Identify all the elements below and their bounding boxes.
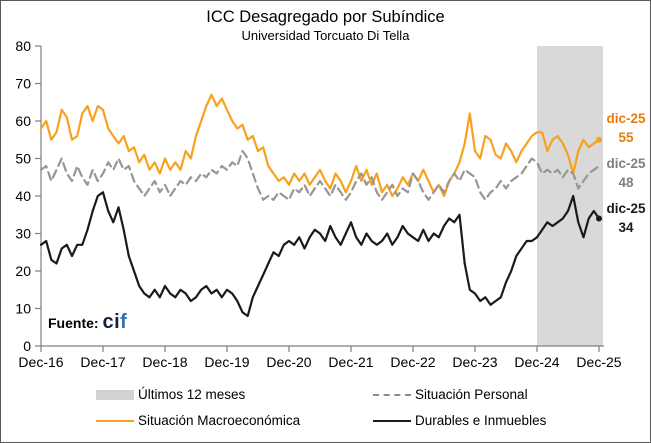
legend-item-durables: Durables e Inmuebles: [373, 413, 546, 428]
chart-subtitle: Universidad Torcuato Di Tella: [241, 28, 410, 43]
legend-label-macro: Situación Macroeconómica: [138, 413, 301, 428]
series-line-macro: [39, 93, 601, 198]
series-line-durables: [39, 191, 601, 318]
annotation-personal: dic-25 48: [601, 154, 650, 192]
annotation-personal-date: dic-25: [606, 156, 646, 171]
series-line-personal: [39, 149, 601, 201]
y-tick-label: 50: [15, 151, 31, 167]
legend-label-personal: Situación Personal: [415, 387, 528, 402]
axis-lines: [40, 46, 604, 347]
annotation-macro-date: dic-25: [606, 111, 646, 126]
y-tick-label: 30: [15, 226, 31, 242]
annotation-personal-value: 48: [618, 175, 634, 190]
legend-label-band: Últimos 12 meses: [138, 387, 246, 402]
annotation-macro: dic-25 55: [601, 109, 650, 147]
y-tick-label: 10: [15, 301, 31, 317]
legend-label-durables: Durables e Inmuebles: [415, 413, 547, 428]
annotation-durables-date: dic-25: [606, 201, 646, 216]
y-tick-label: 0: [23, 338, 31, 354]
legend-item-personal: Situación Personal: [373, 387, 528, 402]
x-tick-label: Dec-23: [452, 354, 497, 370]
x-tick-label: Dec-25: [576, 354, 621, 370]
annotation-macro-value: 55: [618, 130, 634, 145]
legend-swatch-macro: [96, 419, 134, 422]
y-tick-label: 60: [15, 113, 31, 129]
annotation-durables-value: 34: [618, 220, 634, 235]
series-end-marker-macro: [596, 136, 602, 143]
x-tick-label: Dec-17: [80, 354, 125, 370]
x-tick-label: Dec-20: [266, 354, 311, 370]
series-end-marker-durables: [596, 215, 602, 222]
highlight-band: [537, 46, 603, 346]
annotation-durables: dic-25 34: [601, 199, 650, 237]
cif-logo: cif: [102, 311, 128, 333]
x-tick-label: Dec-16: [18, 354, 63, 370]
x-tick-label: Dec-22: [390, 354, 435, 370]
legend-swatch-band: [96, 389, 134, 400]
x-tick-label: Dec-24: [514, 354, 559, 370]
y-tick-label: 70: [15, 76, 31, 92]
legend-item-macro: Situación Macroeconómica: [96, 413, 300, 428]
source-note: Fuente: cif: [48, 311, 127, 334]
x-tick-label: Dec-18: [142, 354, 187, 370]
legend-swatch-durables: [373, 419, 411, 422]
y-tick-label: 40: [15, 188, 31, 204]
x-tick-label: Dec-21: [328, 354, 373, 370]
legend-item-band: Últimos 12 meses: [96, 387, 245, 402]
chart-title: ICC Desagregado por Subíndice: [206, 8, 445, 26]
legend-swatch-personal: [373, 393, 411, 396]
y-tick-label: 80: [15, 38, 31, 54]
y-tick-label: 20: [15, 263, 31, 279]
source-label: Fuente:: [48, 315, 99, 331]
x-tick-label: Dec-19: [204, 354, 249, 370]
